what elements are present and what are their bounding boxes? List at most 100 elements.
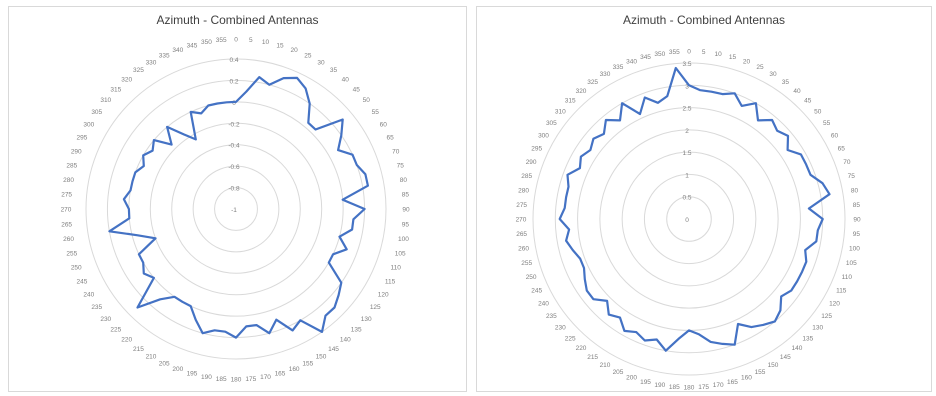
data-point (351, 229, 353, 231)
data-point (152, 150, 154, 152)
category-label: 295 (531, 146, 542, 153)
category-label: 140 (792, 345, 803, 352)
data-point (367, 185, 369, 187)
data-point (737, 323, 739, 325)
data-point (710, 91, 712, 93)
data-point (128, 208, 130, 210)
category-label: 245 (531, 287, 542, 294)
category-label: 85 (402, 192, 410, 199)
category-label: 250 (526, 274, 537, 281)
category-label: 340 (626, 59, 637, 66)
category-label: 110 (842, 274, 853, 281)
data-point (299, 319, 301, 321)
category-label: 90 (402, 207, 410, 214)
category-label: 125 (821, 313, 832, 320)
radial-tick-label: 2.5 (682, 106, 691, 113)
data-point (235, 101, 237, 103)
category-label: 260 (63, 236, 74, 243)
category-label: 200 (172, 366, 183, 373)
data-point (805, 163, 807, 165)
category-label: 25 (756, 64, 764, 71)
category-label: 170 (260, 374, 271, 381)
category-label: 195 (187, 371, 198, 378)
data-point (153, 277, 155, 279)
category-label: 205 (159, 361, 170, 368)
data-point (771, 119, 773, 121)
data-point (283, 77, 285, 79)
category-label: 20 (291, 47, 299, 54)
data-point (307, 122, 309, 124)
data-point (734, 344, 736, 346)
category-label: 25 (304, 52, 312, 59)
category-label: 80 (851, 187, 859, 194)
category-label: 255 (521, 260, 532, 267)
category-label: 220 (576, 345, 587, 352)
category-label: 345 (187, 42, 198, 49)
category-label: 335 (613, 64, 624, 71)
data-point (608, 314, 610, 316)
data-point (568, 229, 570, 231)
data-point (589, 149, 591, 151)
category-label: 0 (687, 49, 691, 56)
data-point (328, 262, 330, 264)
category-label: 80 (400, 177, 408, 184)
radar-chart-right: 0 0.5 1 1.5 2 2.5 3 3.5 0 5 10 15 20 25 30 354045505560… (516, 49, 861, 392)
data-point (829, 193, 831, 195)
radial-tick-label: 0.2 (229, 78, 238, 85)
category-label: 325 (133, 67, 144, 74)
category-label: 290 (526, 159, 537, 166)
data-point (644, 340, 646, 342)
category-label: 85 (853, 202, 861, 209)
data-point (567, 174, 569, 176)
data-point (580, 156, 582, 158)
radial-tick-label: 2 (685, 128, 689, 135)
category-label: 240 (83, 292, 94, 299)
category-label: 285 (66, 163, 77, 170)
category-label: 145 (780, 354, 791, 361)
chart-title: Azimuth - Combined Antennas (622, 13, 786, 27)
data-point (296, 77, 298, 79)
category-label: 275 (61, 192, 72, 199)
series-line (108, 75, 369, 339)
category-label: 150 (768, 362, 779, 369)
data-point (603, 133, 605, 135)
category-label: 145 (328, 346, 339, 353)
category-label: 330 (146, 59, 157, 66)
data-point (657, 102, 659, 104)
data-point (155, 237, 157, 239)
radial-tick-label: -1 (231, 207, 237, 214)
category-label: 270 (516, 217, 527, 224)
data-point (352, 154, 354, 156)
category-label: 300 (83, 122, 94, 129)
category-label: 235 (91, 304, 102, 311)
data-point (226, 101, 228, 103)
category-label: 345 (640, 54, 651, 61)
category-label: 205 (613, 369, 624, 376)
category-label: 65 (838, 146, 846, 153)
radial-tick-label: -0.2 (228, 121, 240, 128)
data-point (202, 332, 204, 334)
data-point (339, 236, 341, 238)
category-label: 60 (380, 122, 388, 129)
category-label: 45 (353, 86, 361, 93)
data-point (559, 218, 561, 220)
category-label: 105 (395, 250, 406, 257)
data-point (325, 315, 327, 317)
category-label: 350 (654, 51, 665, 58)
category-label: 285 (521, 173, 532, 180)
category-label: 75 (397, 163, 405, 170)
category-label: 315 (110, 86, 121, 93)
data-point (315, 129, 317, 131)
data-point (621, 102, 623, 104)
category-label: 225 (110, 327, 121, 334)
data-point (245, 91, 247, 93)
category-label: 260 (518, 246, 529, 253)
category-label: 195 (640, 379, 651, 386)
category-label: 110 (391, 265, 402, 272)
category-label: 20 (743, 59, 751, 66)
data-point (584, 278, 586, 280)
category-label: 175 (698, 384, 709, 391)
grid-ring (214, 187, 258, 231)
data-point (801, 271, 803, 273)
data-point (776, 130, 778, 132)
